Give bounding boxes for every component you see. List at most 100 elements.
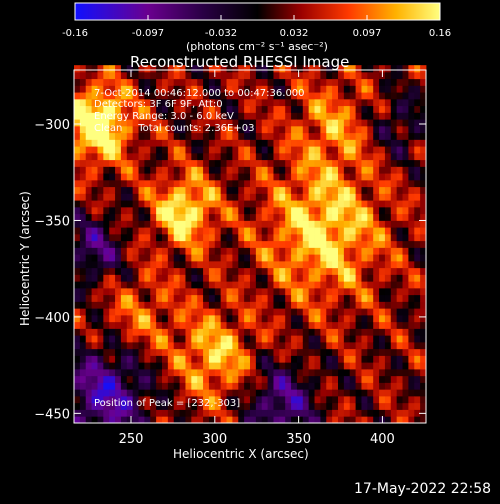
heatmap-cell bbox=[185, 321, 192, 329]
heatmap-cell bbox=[150, 220, 157, 228]
heatmap-cell bbox=[361, 146, 368, 154]
heatmap-cell bbox=[85, 409, 92, 417]
heatmap-cell bbox=[244, 152, 251, 161]
heatmap-cell bbox=[138, 213, 145, 221]
heatmap-cell bbox=[85, 267, 92, 275]
heatmap-cell bbox=[162, 125, 169, 134]
heatmap-cell bbox=[396, 159, 403, 167]
heatmap-cell bbox=[408, 348, 415, 356]
heatmap-cell bbox=[244, 139, 251, 147]
heatmap-cell bbox=[408, 179, 415, 188]
heatmap-cell bbox=[126, 125, 134, 134]
heatmap-cell bbox=[132, 179, 139, 188]
heatmap-cell bbox=[408, 355, 415, 363]
heatmap-cell bbox=[167, 213, 175, 221]
heatmap-cell bbox=[97, 368, 104, 377]
heatmap-cell bbox=[97, 193, 104, 201]
heatmap-cell bbox=[144, 213, 151, 221]
heatmap-cell bbox=[420, 362, 427, 370]
heatmap-cell bbox=[132, 247, 139, 255]
heatmap-cell bbox=[273, 92, 280, 100]
heatmap-cell bbox=[308, 240, 315, 248]
heatmap-cell bbox=[138, 200, 145, 208]
heatmap-cell bbox=[308, 227, 315, 235]
heatmap-cell bbox=[361, 213, 368, 221]
heatmap-cell bbox=[291, 328, 298, 336]
heatmap-cell bbox=[255, 112, 263, 120]
heatmap-cell bbox=[162, 213, 169, 221]
heatmap-cell bbox=[179, 92, 186, 100]
heatmap-cell bbox=[261, 395, 268, 404]
heatmap-cell bbox=[279, 173, 286, 181]
heatmap-cell bbox=[320, 132, 327, 140]
heatmap-cell bbox=[244, 389, 251, 397]
heatmap-cell bbox=[291, 159, 298, 167]
heatmap-cell bbox=[338, 409, 345, 417]
heatmap-cell bbox=[214, 240, 222, 248]
heatmap-cell bbox=[355, 254, 362, 262]
heatmap-cell bbox=[79, 341, 87, 350]
heatmap-cell bbox=[308, 260, 315, 269]
heatmap-cell bbox=[226, 206, 233, 215]
heatmap-cell bbox=[232, 328, 239, 336]
heatmap-cell bbox=[208, 152, 216, 161]
heatmap-cell bbox=[338, 348, 345, 356]
heatmap-cell bbox=[314, 314, 321, 323]
heatmap-cell bbox=[220, 159, 227, 167]
heatmap-cell bbox=[396, 382, 403, 390]
heatmap-cell bbox=[308, 92, 315, 100]
heatmap-cell bbox=[302, 321, 310, 329]
heatmap-cell bbox=[402, 166, 409, 174]
heatmap-cell bbox=[150, 294, 157, 302]
heatmap-cell bbox=[173, 321, 180, 329]
heatmap-cell bbox=[273, 220, 280, 228]
heatmap-cell bbox=[191, 227, 198, 235]
heatmap-cell bbox=[173, 247, 180, 255]
heatmap-cell bbox=[332, 308, 339, 316]
heatmap-cell bbox=[373, 389, 380, 397]
heatmap-cell bbox=[238, 125, 245, 134]
heatmap-cell bbox=[361, 321, 368, 329]
heatmap-cell bbox=[267, 375, 274, 383]
heatmap-cell bbox=[338, 105, 345, 113]
heatmap-cell bbox=[314, 247, 321, 255]
heatmap-cell bbox=[343, 321, 351, 329]
heatmap-cell bbox=[408, 139, 415, 147]
heatmap-cell bbox=[373, 281, 380, 289]
heatmap-cell bbox=[191, 159, 198, 167]
heatmap-cell bbox=[273, 78, 280, 86]
heatmap-cell bbox=[396, 85, 403, 93]
heatmap-cell bbox=[156, 355, 163, 363]
heatmap-cell bbox=[373, 78, 380, 86]
heatmap-cell bbox=[250, 233, 257, 242]
heatmap-cell bbox=[338, 362, 345, 370]
heatmap-cell bbox=[285, 186, 292, 194]
heatmap-cell bbox=[296, 389, 304, 397]
heatmap-cell bbox=[144, 139, 151, 147]
heatmap-cell bbox=[255, 287, 263, 296]
heatmap-cell bbox=[373, 321, 380, 329]
heatmap-cell bbox=[367, 335, 374, 343]
heatmap-cell bbox=[132, 267, 139, 275]
heatmap-cell bbox=[296, 335, 304, 343]
heatmap-cell bbox=[232, 335, 239, 343]
heatmap-cell bbox=[91, 85, 98, 93]
heatmap-cell bbox=[384, 395, 392, 404]
heatmap-cell bbox=[308, 173, 315, 181]
heatmap-cell bbox=[167, 119, 175, 127]
heatmap-cell bbox=[85, 65, 92, 73]
heatmap-cell bbox=[296, 65, 304, 73]
heatmap-cell bbox=[173, 328, 180, 336]
heatmap-cell bbox=[173, 416, 180, 424]
heatmap-cell bbox=[384, 78, 392, 86]
heatmap-cell bbox=[408, 240, 415, 248]
heatmap-cell bbox=[220, 287, 227, 296]
heatmap-cell bbox=[179, 362, 186, 370]
heatmap-cell bbox=[396, 213, 403, 221]
heatmap-cell bbox=[279, 335, 286, 343]
heatmap-cell bbox=[384, 159, 392, 167]
heatmap-cell bbox=[326, 159, 333, 167]
heatmap-cell bbox=[185, 119, 192, 127]
heatmap-cell bbox=[185, 335, 192, 343]
heatmap-cell bbox=[390, 355, 398, 363]
